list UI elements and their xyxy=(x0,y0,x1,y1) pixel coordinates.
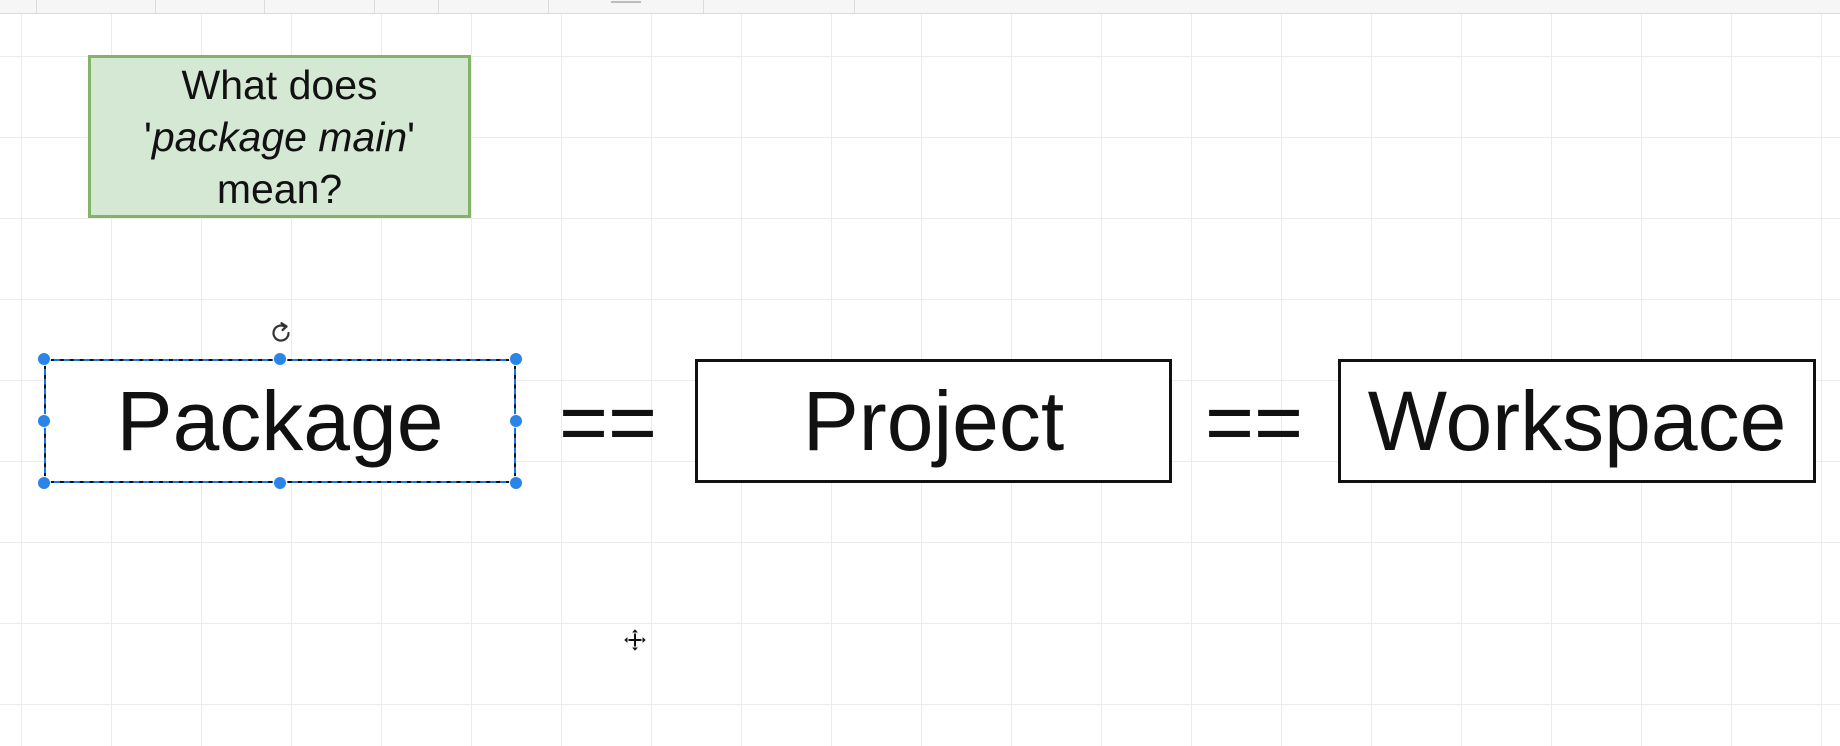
note-quote-open: ' xyxy=(144,113,152,160)
resize-handle-right[interactable] xyxy=(510,415,522,427)
note-quote-close: ' xyxy=(407,113,415,160)
resize-handle-top-right[interactable] xyxy=(510,353,522,365)
resize-handle-top[interactable] xyxy=(274,353,286,365)
toolbar-separator xyxy=(438,0,439,13)
workspace-shape[interactable]: Workspace xyxy=(1338,359,1816,483)
toolbar-separator xyxy=(36,0,37,13)
package-label: Package xyxy=(116,373,444,468)
note-shape[interactable]: What does 'package main' mean? xyxy=(88,55,471,218)
resize-handle-left[interactable] xyxy=(38,415,50,427)
move-cursor-icon xyxy=(622,627,648,653)
resize-handle-bottom-right[interactable] xyxy=(510,477,522,489)
toolbar-strip xyxy=(0,0,1840,14)
toolbar-separator xyxy=(854,0,855,13)
package-shape[interactable]: Package xyxy=(44,359,516,483)
note-line-3: mean? xyxy=(216,165,343,212)
equals-operator-2[interactable]: == xyxy=(1204,374,1304,469)
resize-handle-bottom[interactable] xyxy=(274,477,286,489)
equals-operator-1[interactable]: == xyxy=(558,374,658,469)
rotate-icon[interactable] xyxy=(268,320,294,346)
toolbar-separator xyxy=(374,0,375,13)
project-shape[interactable]: Project xyxy=(695,359,1172,483)
toolbar-collapse-handle[interactable] xyxy=(611,1,641,3)
resize-handle-top-left[interactable] xyxy=(38,353,50,365)
note-line-1: What does xyxy=(181,61,378,108)
workspace-label: Workspace xyxy=(1367,373,1787,468)
note-emphasis: package main xyxy=(151,113,408,160)
note-text: What does 'package main' mean? xyxy=(144,59,415,215)
toolbar-separator xyxy=(264,0,265,13)
toolbar-separator xyxy=(703,0,704,13)
toolbar-separator xyxy=(155,0,156,13)
resize-handle-bottom-left[interactable] xyxy=(38,477,50,489)
project-label: Project xyxy=(802,373,1065,468)
toolbar-separator xyxy=(548,0,549,13)
